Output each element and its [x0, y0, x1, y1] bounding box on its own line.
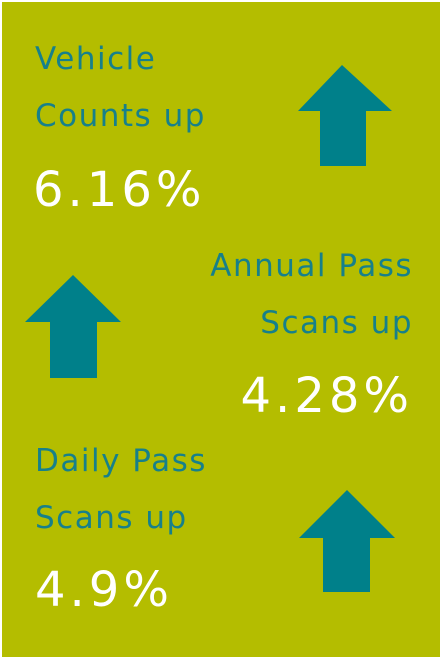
item-label: Scans up: [260, 305, 413, 341]
up-arrow: [298, 65, 392, 166]
up-arrow: [25, 275, 121, 378]
up-arrow: [299, 490, 395, 592]
item-value: 6.16%: [33, 162, 205, 218]
item-label: Daily Pass: [35, 443, 207, 479]
item-value: 4.28%: [241, 368, 413, 424]
item-label: Annual Pass: [210, 248, 413, 284]
item-label: Scans up: [35, 500, 188, 536]
item-label: Vehicle: [35, 41, 156, 77]
item-label: Counts up: [35, 98, 206, 134]
item-value: 4.9%: [35, 562, 173, 618]
